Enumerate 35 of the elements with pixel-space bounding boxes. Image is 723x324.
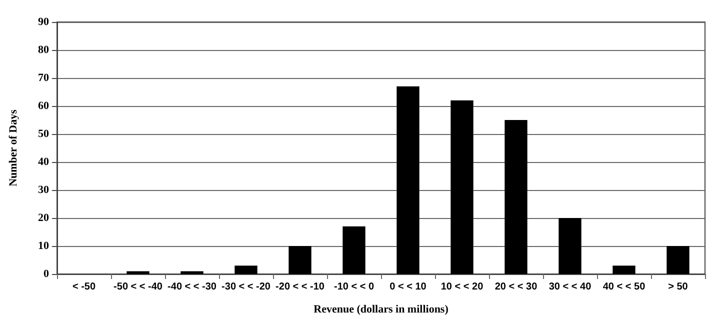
y-tick-label: 30 [38, 184, 50, 196]
bar [234, 266, 258, 274]
x-axis-title: Revenue (dollars in millions) [314, 304, 449, 316]
x-tick-label: 30 < < 40 [548, 282, 592, 292]
x-tick-label: > 50 [668, 282, 688, 292]
x-tick-label: < -50 [72, 282, 96, 292]
y-tick-label: 40 [38, 156, 50, 168]
bar [180, 271, 204, 274]
x-tick-label: -50 < < -40 [114, 282, 163, 292]
bar [504, 120, 528, 274]
y-tick-label: 10 [38, 240, 50, 252]
y-tick-label: 0 [44, 268, 50, 280]
bar [342, 226, 366, 274]
bar [612, 266, 636, 274]
y-tick-label: 20 [38, 212, 50, 224]
bar [558, 218, 582, 274]
x-tick-label: 20 < < 30 [494, 282, 538, 292]
x-tick-label: 0 < < 10 [390, 282, 427, 292]
bar [288, 246, 312, 274]
y-tick-label: 90 [38, 16, 50, 28]
x-tick-label: -40 < < -30 [168, 282, 217, 292]
y-tick-label: 60 [38, 100, 50, 112]
x-tick-label: 40 < < 50 [602, 282, 646, 292]
bar [450, 100, 474, 274]
y-tick-label: 50 [38, 128, 50, 140]
x-tick-label: 10 < < 20 [440, 282, 484, 292]
bar [126, 271, 150, 274]
bar [396, 86, 420, 274]
y-axis-title: Number of Days [8, 108, 20, 186]
y-tick-label: 70 [38, 72, 50, 84]
y-tick-label: 80 [38, 44, 50, 56]
x-tick-label: -30 < < -20 [222, 282, 271, 292]
bar [666, 246, 690, 274]
x-tick-label: -20 < < -10 [276, 282, 325, 292]
x-tick-label: -10 < < 0 [334, 282, 374, 292]
